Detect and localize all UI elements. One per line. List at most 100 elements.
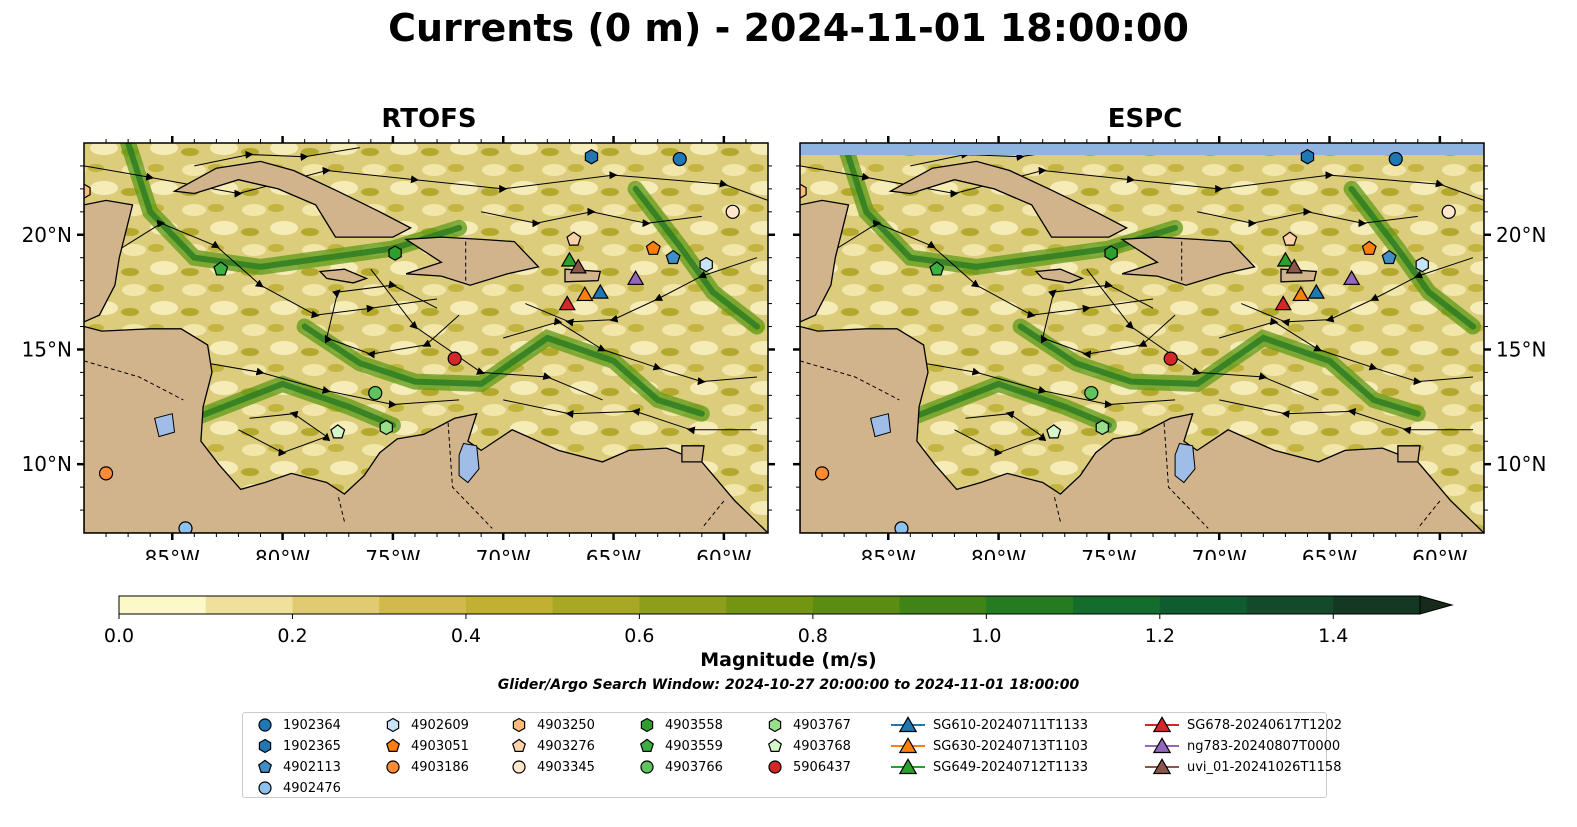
lake bbox=[869, 413, 892, 438]
colorbar-tick-label: 0.6 bbox=[624, 625, 654, 647]
legend-label: 4903767 bbox=[793, 717, 851, 733]
streamline bbox=[800, 383, 889, 412]
legend-label: 4903345 bbox=[537, 759, 595, 775]
legend-item: 4903250 bbox=[509, 715, 595, 735]
lon-tick-label: 60°W bbox=[696, 546, 751, 560]
lat-tick-label: 10°N bbox=[1496, 452, 1546, 476]
lon-tick-label: 80°W bbox=[255, 546, 310, 560]
platform-marker-SG649-20240712T1133 bbox=[560, 251, 579, 267]
country-border bbox=[1417, 500, 1441, 529]
platform-marker-4903768 bbox=[330, 424, 346, 439]
lon-tick-label: 75°W bbox=[365, 546, 420, 560]
map-panel-rtofs: 85°W 80°W 75°W 70°W 65°W 60°W 10°N 15°N 20°N bbox=[22, 136, 775, 560]
platform-marker-4902113 bbox=[1381, 249, 1397, 265]
streamline bbox=[324, 280, 460, 359]
colorbar-tick-label: 1.4 bbox=[1318, 625, 1348, 647]
country-border bbox=[1053, 493, 1061, 522]
streamline bbox=[84, 165, 768, 201]
legend-marker-icon bbox=[891, 716, 925, 733]
legend-item: SG649-20240712T1133 bbox=[891, 757, 1088, 777]
lon-tick-label: 65°W bbox=[1302, 546, 1357, 560]
colorbar-tick-label: 0.4 bbox=[451, 625, 481, 647]
legend-marker-4903051 bbox=[386, 738, 400, 752]
land-mass bbox=[1397, 445, 1421, 463]
lon-tick-label: 60°W bbox=[1412, 546, 1467, 560]
platform-marker-4903559 bbox=[929, 261, 945, 276]
platform-marker-4902476 bbox=[178, 521, 193, 533]
masked-region bbox=[800, 143, 1484, 155]
legend-label: 4903559 bbox=[665, 738, 723, 754]
platform-marker-4903186 bbox=[98, 466, 114, 481]
streamline bbox=[1219, 399, 1473, 435]
country-border bbox=[447, 422, 493, 529]
platform-marker-4903276 bbox=[566, 231, 582, 246]
legend-marker-icon bbox=[386, 760, 400, 774]
platform-marker-1902364 bbox=[672, 151, 687, 167]
streamline bbox=[84, 383, 173, 412]
streamline bbox=[238, 410, 331, 457]
streamline bbox=[954, 410, 1047, 457]
legend-item: SG678-20240617T1202 bbox=[1145, 715, 1342, 735]
lat-tick-label: 20°N bbox=[1496, 223, 1546, 247]
lon-tick-label: 70°W bbox=[476, 546, 531, 560]
platform-marker-4903345 bbox=[1441, 204, 1456, 219]
platform-marker-4903559 bbox=[213, 261, 229, 276]
platform-marker-ng783-20240807T0000 bbox=[1342, 269, 1361, 285]
legend-marker-icon bbox=[1145, 737, 1179, 754]
legend-marker-icon bbox=[258, 759, 272, 773]
colorbar-segment bbox=[292, 596, 380, 614]
platform-marker-4903766 bbox=[368, 385, 383, 401]
land-mass bbox=[1120, 236, 1256, 286]
streamline bbox=[1241, 257, 1474, 327]
country-border bbox=[701, 500, 725, 529]
streamline bbox=[370, 268, 603, 401]
platform-legend: 1902364 1902365 4902113 4902476 4902609 49030… bbox=[242, 712, 1342, 798]
lon-tick-label: 65°W bbox=[586, 546, 641, 560]
legend-marker-4902609 bbox=[386, 717, 400, 733]
platform-marker-uvi_01-20241026T1158 bbox=[1285, 258, 1303, 274]
legend-item: 1902365 bbox=[255, 736, 341, 756]
colorbar-extend-arrow bbox=[1419, 595, 1454, 615]
legend-marker-4902476 bbox=[258, 781, 272, 795]
colorbar-tick-label: 1.2 bbox=[1145, 625, 1175, 647]
streamline bbox=[844, 349, 1176, 409]
country-border bbox=[800, 360, 900, 401]
legend-marker-SG649-20240712T1133 bbox=[898, 758, 918, 775]
legend-marker-4903186 bbox=[386, 760, 400, 774]
legend-label: uvi_01-20241026T1158 bbox=[1187, 759, 1342, 775]
legend-marker-4903559 bbox=[640, 738, 654, 752]
legend-label: 4903766 bbox=[665, 759, 723, 775]
colorbar-tick-label: 1.0 bbox=[971, 625, 1001, 647]
legend-marker-icon bbox=[512, 760, 526, 774]
ocean-current-field bbox=[84, 143, 768, 533]
country-border bbox=[337, 493, 345, 522]
platform-marker-SG630-20240713T1103 bbox=[576, 286, 594, 302]
legend-marker-4902113 bbox=[258, 759, 272, 773]
legend-marker-icon bbox=[768, 760, 782, 774]
streamline bbox=[821, 219, 1154, 319]
legend-marker-4903276 bbox=[512, 738, 526, 752]
colorbar-segment bbox=[552, 596, 640, 614]
map-panel-espc: 85°W 80°W 75°W 70°W 65°W 60°W 10°N 15°N 20°N bbox=[793, 136, 1546, 560]
colorbar-tick-label: 0.0 bbox=[104, 625, 134, 647]
legend-item: 1902364 bbox=[255, 715, 341, 735]
platform-marker-4903766 bbox=[1084, 385, 1099, 401]
ocean-current-field bbox=[800, 143, 1484, 533]
map-rtofs: 85°W 80°W 75°W 70°W 65°W 60°W10°N15°N20°N85°W… bbox=[22, 136, 1546, 560]
legend-item: 4903766 bbox=[637, 757, 723, 777]
platform-marker-4903250 bbox=[800, 183, 807, 199]
figure-title: Currents (0 m) - 2024-11-01 18:00:00 bbox=[388, 6, 1189, 50]
lon-tick-label: 85°W bbox=[861, 546, 916, 560]
legend-item: 4903276 bbox=[509, 736, 595, 756]
streamline bbox=[105, 219, 438, 319]
lon-tick-label: 75°W bbox=[1081, 546, 1136, 560]
legend-item: 4903767 bbox=[765, 715, 851, 735]
country-border bbox=[1163, 422, 1209, 529]
country-border bbox=[84, 360, 184, 401]
platform-marker-4903345 bbox=[725, 204, 740, 219]
colorbar-segment bbox=[812, 596, 901, 614]
streamline bbox=[1086, 268, 1319, 401]
legend-marker-4903250 bbox=[512, 717, 526, 733]
platform-marker-4903186 bbox=[814, 466, 830, 481]
platform-marker-4903558 bbox=[388, 245, 402, 261]
